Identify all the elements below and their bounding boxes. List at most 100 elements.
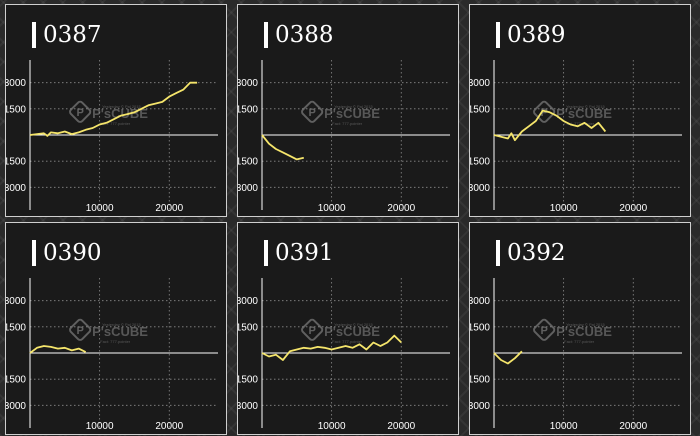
watermark-text: P'sCUBE	[556, 324, 612, 339]
watermark-badge-text: P	[76, 107, 83, 119]
y-tick-label: 1500	[470, 104, 490, 115]
y-tick-label: 1500	[238, 104, 258, 115]
chart-panel-0389[interactable]: P P'sCUBE Yesterday © Pal 2015 Fact: 777.po…	[469, 4, 691, 217]
y-tick-label: -1500	[470, 157, 490, 168]
x-tick-label: 10000	[550, 421, 578, 432]
y-tick-label: 3000	[470, 296, 490, 307]
watermark-caption: Yesterday © Pal 2015	[566, 322, 605, 327]
x-tick-label: 10000	[318, 203, 346, 214]
series-line	[261, 134, 305, 161]
chart-panel-0388[interactable]: P P'sCUBE Yesterday © Pal 2015 Fact: 777.po…	[237, 4, 459, 217]
x-tick-label: 20000	[155, 203, 183, 214]
x-tick-label: 20000	[387, 421, 415, 432]
y-tick-label: -1500	[238, 375, 258, 386]
watermark-caption: Yesterday © Pal 2015	[334, 104, 373, 109]
y-tick-label: 3000	[238, 296, 258, 307]
y-tick-label: 3000	[6, 296, 26, 307]
title-marker	[496, 22, 500, 48]
watermark-badge-shape	[533, 318, 556, 341]
title-marker	[32, 22, 36, 48]
watermark-caption: Yesterday © Pal 2015	[334, 322, 373, 327]
y-tick-label: -1500	[6, 375, 26, 386]
watermark-text: P'sCUBE	[92, 324, 148, 339]
x-tick-label: 10000	[318, 421, 346, 432]
x-tick-label: 20000	[155, 421, 183, 432]
chart-panel-0391[interactable]: P P'sCUBE Yesterday © Pal 2015 Fact: 777.po…	[237, 222, 459, 435]
y-tick-label: 1500	[238, 322, 258, 333]
x-tick-label: 20000	[387, 203, 415, 214]
chart-title: 0388	[275, 22, 334, 48]
y-tick-label: -3000	[470, 401, 490, 412]
series-line	[493, 350, 523, 365]
x-tick-label: 20000	[619, 421, 647, 432]
watermark-badge-shape	[69, 318, 92, 341]
chart-title: 0390	[43, 240, 102, 266]
watermark-sub: Fact: 777.pointer	[332, 339, 363, 344]
y-tick-label: -3000	[6, 401, 26, 412]
x-tick-label: 20000	[619, 203, 647, 214]
watermark-badge-shape	[301, 318, 324, 341]
chart-panel-0387[interactable]: P P'sCUBE Yesterday © Pal 2015 Fact: 777.po…	[5, 4, 227, 217]
y-tick-label: 3000	[238, 78, 258, 89]
y-tick-label: 1500	[6, 322, 26, 333]
watermark-sub: Fact: 777.pointer	[332, 121, 363, 126]
watermark-text: P'sCUBE	[324, 106, 380, 121]
watermark-badge-text: P	[76, 325, 83, 337]
y-tick-label: -3000	[238, 401, 258, 412]
watermark-text: P'sCUBE	[556, 106, 612, 121]
watermark-badge-text: P	[308, 107, 315, 119]
chart-title: 0392	[507, 240, 566, 266]
title-marker	[264, 22, 268, 48]
watermark-text: P'sCUBE	[324, 324, 380, 339]
watermark-caption: Yesterday © Pal 2015	[566, 104, 605, 109]
y-tick-label: -3000	[470, 183, 490, 194]
x-tick-label: 10000	[550, 203, 578, 214]
watermark-badge-shape	[301, 100, 324, 123]
chart-title: 0389	[507, 22, 566, 48]
series-line	[29, 81, 198, 137]
chart-title: 0387	[43, 22, 102, 48]
y-tick-label: 3000	[470, 78, 490, 89]
title-marker	[264, 240, 268, 266]
series-line	[29, 345, 87, 354]
chart-title: 0391	[275, 240, 334, 266]
watermark-caption: Yesterday © Pal 2015	[102, 322, 141, 327]
y-tick-label: -3000	[6, 183, 26, 194]
watermark-caption: Yesterday © Pal 2015	[102, 104, 141, 109]
y-tick-label: -1500	[238, 157, 258, 168]
watermark-sub: Fact: 777.pointer	[100, 339, 131, 344]
chart-panel-0390[interactable]: P P'sCUBE Yesterday © Pal 2015 Fact: 777.po…	[5, 222, 227, 435]
series-line	[261, 334, 402, 361]
y-tick-label: -3000	[238, 183, 258, 194]
title-marker	[32, 240, 36, 266]
title-marker	[496, 240, 500, 266]
y-tick-label: 1500	[470, 322, 490, 333]
chart-panel-0392[interactable]: P P'sCUBE Yesterday © Pal 2015 Fact: 777.po…	[469, 222, 691, 435]
y-tick-label: 1500	[6, 104, 26, 115]
series-line	[493, 109, 607, 142]
watermark-sub: Fact: 777.pointer	[100, 121, 131, 126]
y-tick-label: -1500	[470, 375, 490, 386]
y-tick-label: -1500	[6, 157, 26, 168]
watermark-badge-shape	[69, 100, 92, 123]
watermark-text: P'sCUBE	[92, 106, 148, 121]
x-tick-label: 10000	[86, 421, 114, 432]
watermark-badge-text: P	[540, 107, 547, 119]
x-tick-label: 10000	[86, 203, 114, 214]
watermark-badge-text: P	[308, 325, 315, 337]
watermark-sub: Fact: 777.pointer	[564, 339, 595, 344]
watermark-badge-text: P	[540, 325, 547, 337]
y-tick-label: 3000	[6, 78, 26, 89]
